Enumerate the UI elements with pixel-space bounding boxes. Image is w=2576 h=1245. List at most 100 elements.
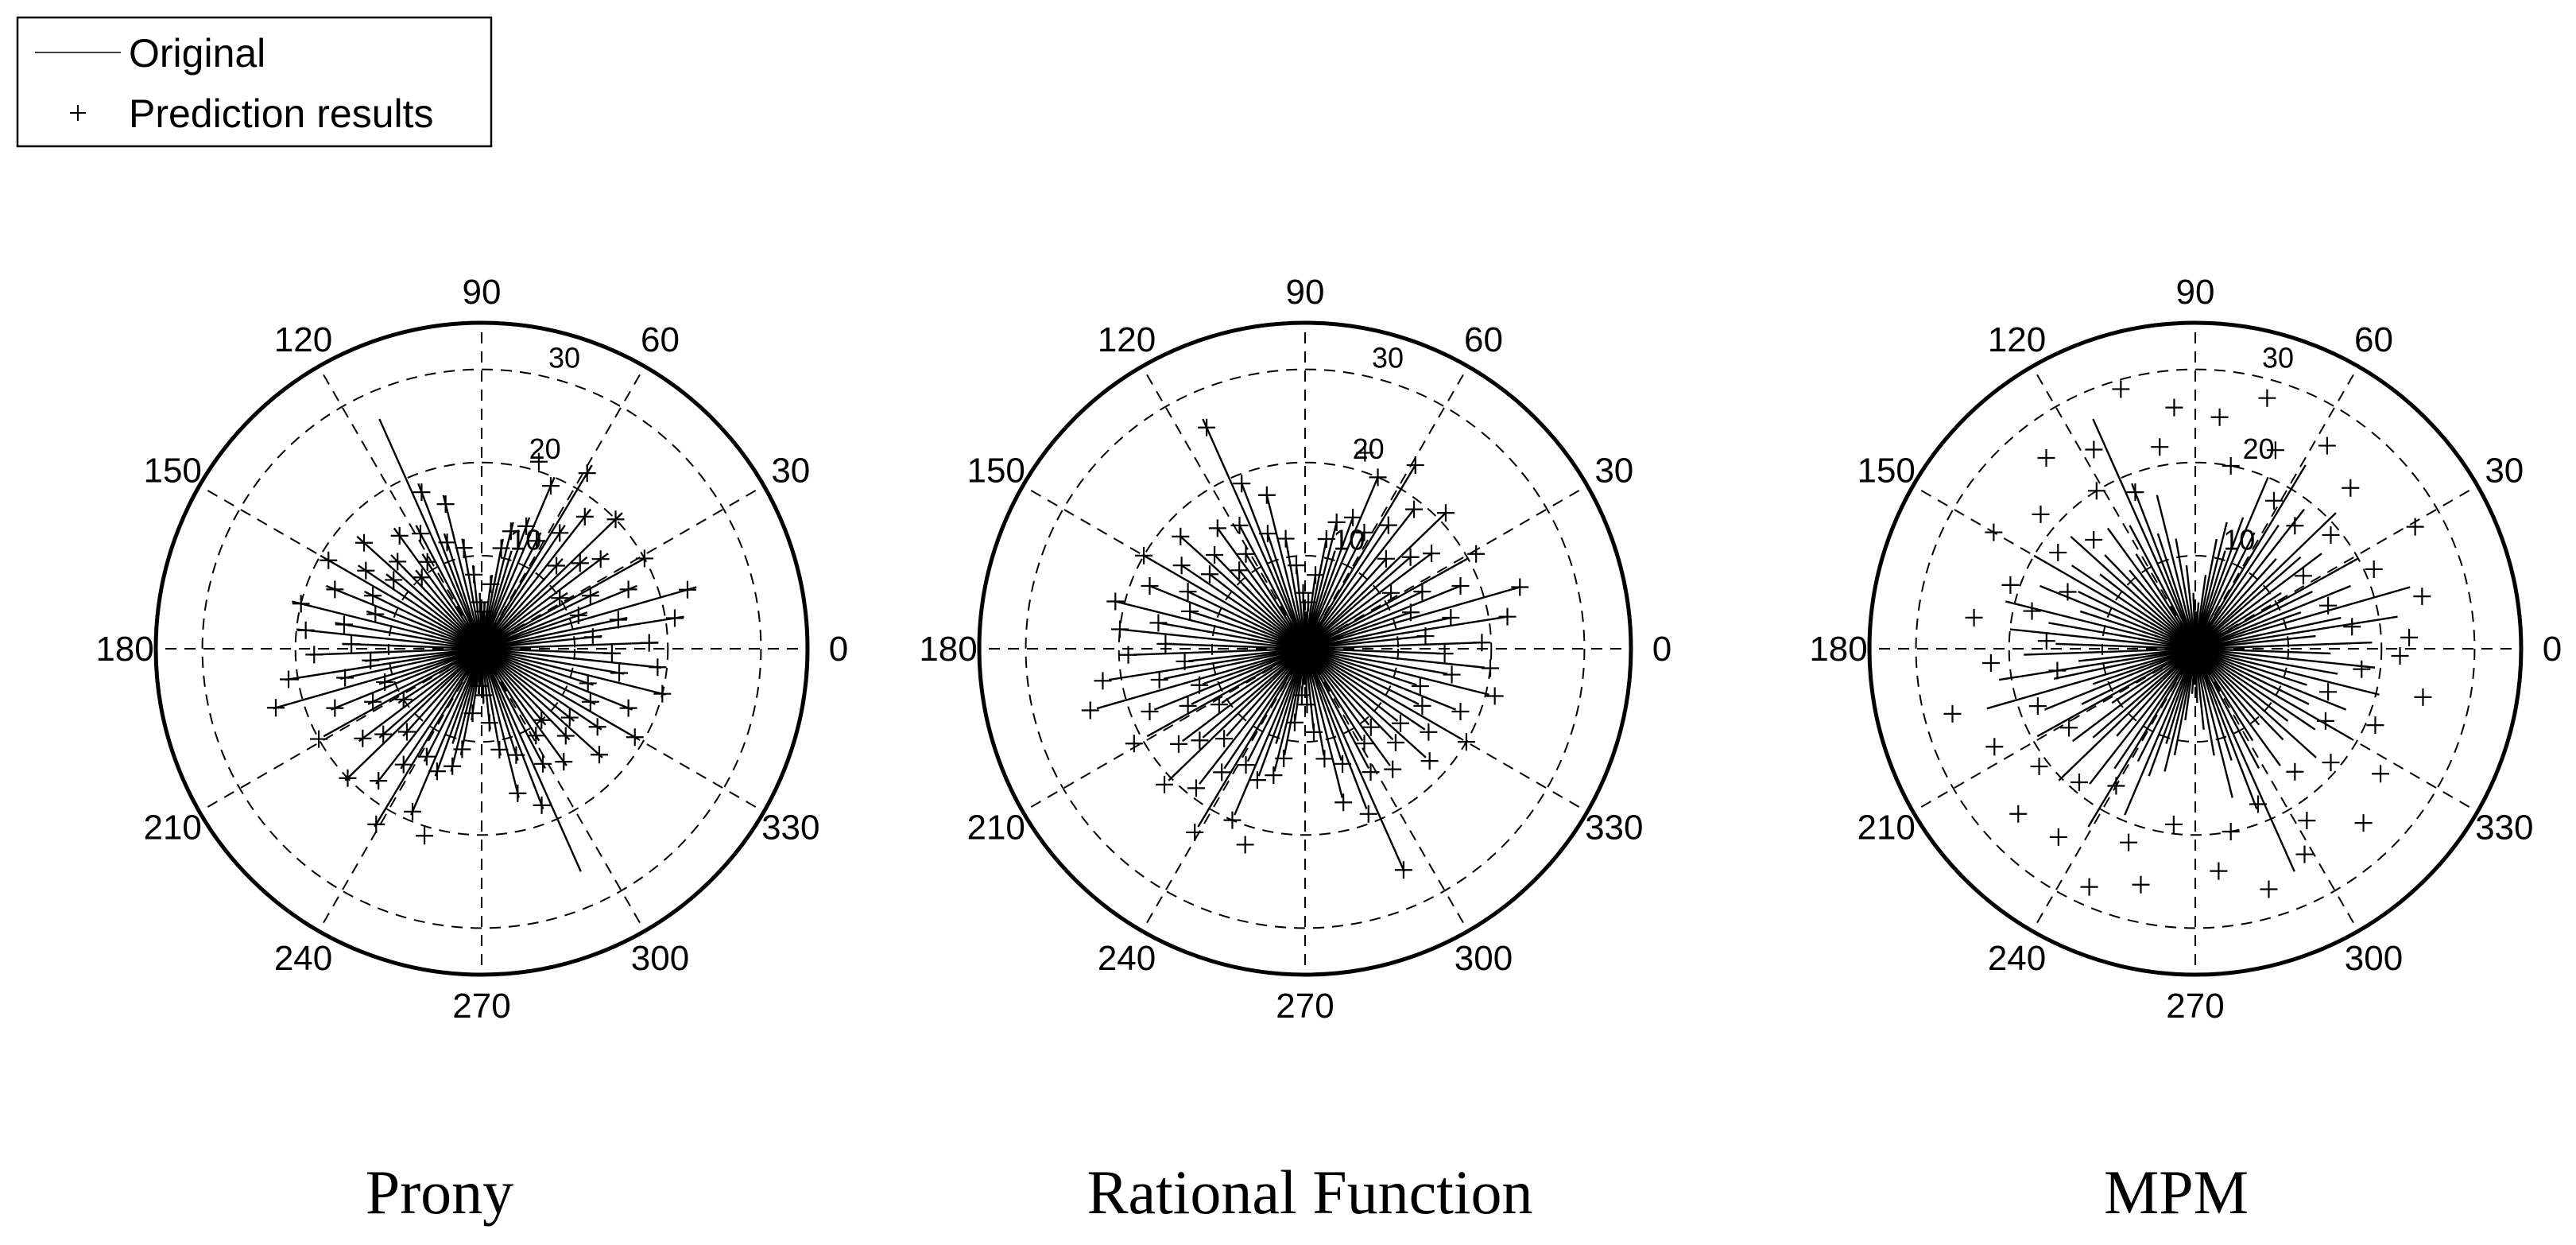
angle-tick-label: 30 bbox=[2485, 452, 2524, 491]
prediction-marker bbox=[2023, 602, 2041, 620]
original-spike-line bbox=[342, 642, 618, 655]
prediction-marker bbox=[509, 784, 527, 802]
angle-tick-label: 240 bbox=[1988, 939, 2046, 978]
prediction-marker bbox=[1179, 583, 1197, 601]
prediction-marker bbox=[1257, 486, 1276, 504]
prediction-marker bbox=[1334, 793, 1353, 812]
prediction-marker bbox=[1423, 545, 1441, 563]
prediction-marker bbox=[2210, 862, 2228, 880]
radial-grid-circle bbox=[1025, 368, 1586, 929]
outer-axis-circle bbox=[977, 320, 1633, 977]
prediction-marker bbox=[2085, 440, 2103, 459]
angle-tick-label: 330 bbox=[1585, 808, 1643, 847]
angle-tick-label: 240 bbox=[1098, 939, 1156, 978]
prediction-marker bbox=[1467, 545, 1486, 563]
prediction-marker bbox=[541, 477, 560, 495]
radial-tick-label: 20 bbox=[1353, 432, 1385, 465]
prediction-marker bbox=[475, 686, 493, 704]
prediction-marker bbox=[2126, 483, 2144, 502]
prediction-marker bbox=[1258, 525, 1276, 543]
outer-axis-circle bbox=[153, 320, 810, 977]
prediction-marker bbox=[1384, 760, 1402, 778]
prediction-marker bbox=[2037, 632, 2055, 650]
angle-tick-label: 270 bbox=[2166, 987, 2224, 1026]
prediction-marker bbox=[2048, 661, 2067, 680]
prediction-marker bbox=[1187, 779, 1205, 797]
angle-tick-label: 240 bbox=[274, 939, 332, 978]
prediction-marker bbox=[2400, 628, 2419, 646]
prediction-marker bbox=[640, 634, 658, 652]
prediction-marker bbox=[1191, 676, 1209, 694]
prediction-marker bbox=[2120, 833, 2138, 851]
prediction-marker bbox=[374, 725, 393, 743]
angle-tick-label: 90 bbox=[2176, 273, 2215, 312]
prediction-marker bbox=[1294, 584, 1312, 602]
prediction-marker bbox=[1172, 557, 1191, 575]
prediction-marker bbox=[1413, 696, 1431, 715]
radial-tick-label: 20 bbox=[2243, 432, 2275, 465]
prediction-marker bbox=[364, 587, 382, 605]
prediction-marker bbox=[560, 708, 579, 727]
prediction-marker bbox=[455, 539, 473, 557]
prediction-marker bbox=[1394, 861, 1412, 879]
prediction-marker bbox=[2249, 795, 2267, 813]
angle-tick-label: 60 bbox=[641, 320, 680, 359]
prediction-marker bbox=[1315, 750, 1334, 768]
angle-tick-label: 90 bbox=[463, 273, 502, 312]
prediction-marker bbox=[1392, 714, 1409, 732]
prediction-marker bbox=[1233, 475, 1251, 493]
radial-grid-circle bbox=[2008, 461, 2383, 836]
legend-label-prediction: Prediction results bbox=[129, 91, 434, 136]
prediction-marker bbox=[590, 746, 608, 764]
prediction-marker bbox=[619, 699, 637, 717]
prediction-marker bbox=[1094, 672, 1112, 690]
angle-grid-spoke bbox=[481, 366, 645, 650]
prediction-marker bbox=[2316, 712, 2334, 730]
radial-tick-label: 10 bbox=[509, 524, 541, 557]
prediction-marker bbox=[551, 589, 569, 607]
prediction-marker bbox=[1482, 659, 1499, 677]
prediction-marker bbox=[475, 603, 494, 621]
prediction-marker bbox=[2318, 436, 2336, 455]
prediction-marker bbox=[1416, 627, 1435, 646]
prediction-marker bbox=[1081, 701, 1099, 719]
prediction-marker bbox=[2087, 482, 2105, 500]
prediction-marker bbox=[355, 533, 374, 552]
legend-label-original: Original bbox=[129, 31, 265, 76]
angle-grid-spoke bbox=[318, 366, 482, 650]
angle-tick-label: 210 bbox=[966, 808, 1025, 847]
angle-tick-label: 150 bbox=[1857, 452, 1915, 491]
prediction-marker bbox=[1355, 735, 1373, 753]
prediction-marker bbox=[2319, 683, 2338, 701]
prediction-marker bbox=[1276, 529, 1295, 548]
prediction-marker bbox=[305, 646, 323, 664]
prediction-marker bbox=[1172, 527, 1190, 545]
prediction-marker bbox=[1307, 566, 1325, 584]
prediction-marker bbox=[326, 580, 344, 599]
caption-rational-function: Rational Function bbox=[1087, 1158, 1532, 1227]
prediction-marker bbox=[533, 796, 551, 814]
prediction-marker bbox=[1141, 702, 1159, 720]
prediction-marker bbox=[502, 522, 520, 541]
prediction-marker bbox=[1248, 771, 1266, 789]
prediction-marker bbox=[453, 740, 471, 758]
angle-tick-label: 30 bbox=[771, 452, 810, 491]
prediction-marker bbox=[626, 728, 644, 747]
legend-plus-swatch bbox=[70, 105, 86, 121]
prediction-marker bbox=[1169, 735, 1187, 753]
prediction-marker bbox=[413, 568, 431, 587]
prediction-marker bbox=[2295, 845, 2314, 863]
prediction-marker bbox=[1111, 620, 1129, 638]
prediction-marker bbox=[339, 769, 357, 787]
angle-grid-spoke bbox=[1304, 485, 1588, 650]
prediction-marker bbox=[578, 464, 596, 483]
prediction-marker bbox=[575, 507, 594, 526]
prediction-marker bbox=[1401, 548, 1420, 566]
prediction-marker bbox=[428, 762, 446, 781]
prediction-marker bbox=[1486, 687, 1504, 705]
angle-tick-label: 270 bbox=[1276, 987, 1334, 1026]
prediction-marker bbox=[606, 510, 625, 529]
angle-tick-label: 120 bbox=[1988, 320, 2046, 359]
prediction-marker bbox=[581, 587, 599, 605]
